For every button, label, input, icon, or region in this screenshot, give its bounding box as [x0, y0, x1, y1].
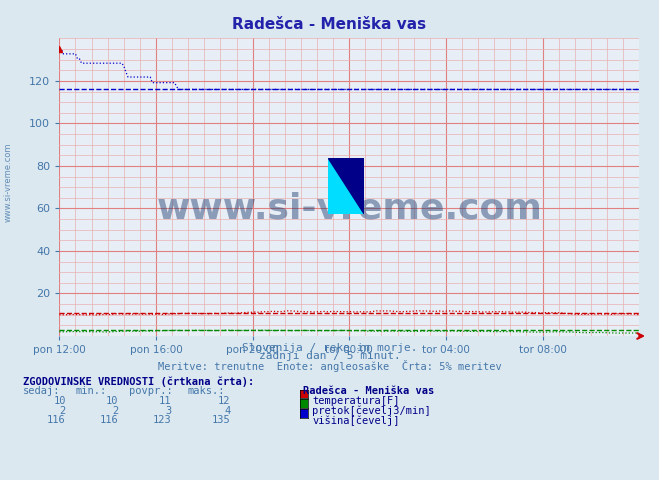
Text: 135: 135: [212, 415, 231, 425]
Text: www.si-vreme.com: www.si-vreme.com: [156, 191, 542, 225]
Text: min.:: min.:: [76, 386, 107, 396]
Text: maks.:: maks.:: [188, 386, 225, 396]
Text: povpr.:: povpr.:: [129, 386, 172, 396]
Text: Radešca - Meniška vas: Radešca - Meniška vas: [233, 17, 426, 32]
Text: 10: 10: [53, 396, 66, 406]
Text: pretok[čevelj3/min]: pretok[čevelj3/min]: [312, 406, 431, 416]
Text: 4: 4: [225, 406, 231, 416]
Text: Meritve: trenutne  Enote: angleosaške  Črta: 5% meritev: Meritve: trenutne Enote: angleosaške Črt…: [158, 360, 501, 372]
Text: 123: 123: [153, 415, 171, 425]
Text: Radešca - Meniška vas: Radešca - Meniška vas: [303, 386, 434, 396]
Text: 116: 116: [47, 415, 66, 425]
Text: višina[čevelj]: višina[čevelj]: [312, 415, 400, 426]
Polygon shape: [328, 158, 364, 214]
Text: 12: 12: [218, 396, 231, 406]
Text: 10: 10: [106, 396, 119, 406]
Text: 11: 11: [159, 396, 171, 406]
Text: zadnji dan / 5 minut.: zadnji dan / 5 minut.: [258, 351, 401, 361]
Text: 116: 116: [100, 415, 119, 425]
Text: Slovenija / reke in morje.: Slovenija / reke in morje.: [242, 343, 417, 353]
Text: ZGODOVINSKE VREDNOSTI (črtkana črta):: ZGODOVINSKE VREDNOSTI (črtkana črta):: [23, 377, 254, 387]
Polygon shape: [328, 158, 364, 214]
Text: www.si-vreme.com: www.si-vreme.com: [3, 143, 13, 222]
Text: 2: 2: [113, 406, 119, 416]
Text: 2: 2: [60, 406, 66, 416]
Text: sedaj:: sedaj:: [23, 386, 61, 396]
Text: temperatura[F]: temperatura[F]: [312, 396, 400, 406]
Text: 3: 3: [165, 406, 171, 416]
